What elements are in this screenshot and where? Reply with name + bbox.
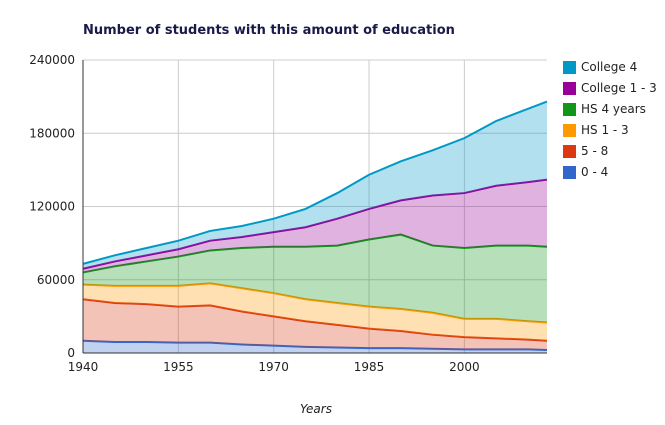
line-hs-4-years [82,233,548,274]
x-tick-label: 1940 [68,360,99,374]
y-tick-label: 60000 [37,273,75,287]
area-5-8 [83,299,547,350]
legend-label: HS 1 - 3 [581,123,629,137]
y-tick-label: 180000 [29,126,75,140]
legend-swatch [563,81,576,95]
x-tick-label: 2000 [449,360,480,374]
x-tick-label: 1955 [163,360,194,374]
y-tick-label: 0 [67,346,75,360]
legend-label: HS 4 years [581,102,646,116]
legend-label: College 4 [581,60,638,74]
x-tick-label: 1970 [258,360,289,374]
area-hs-4-years [83,234,547,323]
area-college-1-3 [83,179,547,273]
legend-item: 0 - 4 [563,165,608,179]
legend-swatch [563,123,576,137]
legend-swatch [563,102,576,116]
legend-swatch [563,165,576,179]
x-tick-label: 1985 [354,360,385,374]
legend-item: HS 1 - 3 [563,123,629,137]
legend-label: College 1 - 3 [581,81,657,95]
line-college-1-3 [82,178,548,270]
x-axis-label: Years [300,402,332,416]
chart-title: Number of students with this amount of e… [83,23,455,38]
line-5-8 [82,298,548,342]
legend-label: 5 - 8 [581,144,609,158]
legend-item: College 4 [563,60,637,74]
legend-item: HS 4 years [563,102,646,116]
area-hs-1-3 [83,283,547,341]
legend-swatch [563,60,576,74]
area-0-4 [83,340,547,353]
y-tick-label: 120000 [29,200,75,214]
line-0-4 [82,339,548,351]
y-tick-label: 240000 [29,53,75,67]
legend-item: 5 - 8 [563,144,608,158]
legend-swatch [563,144,576,158]
legend-item: College 1 - 3 [563,81,657,95]
legend-label: 0 - 4 [581,165,609,179]
line-college-4 [82,100,548,265]
line-hs-1-3 [82,282,548,324]
